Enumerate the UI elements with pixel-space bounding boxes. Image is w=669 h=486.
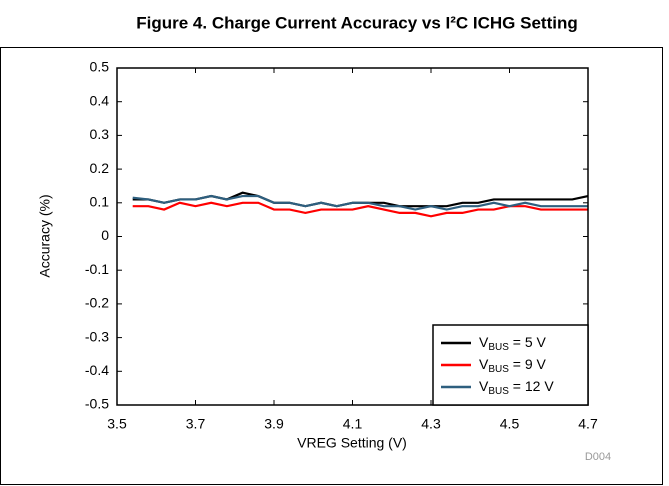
x-tick-label: 3.5: [107, 416, 127, 432]
x-tick-label: 4.3: [421, 416, 441, 432]
y-tick-label: 0.2: [90, 160, 110, 176]
y-tick-label: -0.5: [85, 396, 109, 412]
annotation: D004: [585, 451, 611, 463]
y-tick-label: 0.3: [90, 126, 110, 142]
y-axis-label: Accuracy (%): [37, 194, 53, 277]
plot-frame: [116, 67, 589, 406]
figure-frame: [0, 47, 663, 485]
y-tick-label: -0.1: [85, 261, 109, 277]
x-tick-label: 4.1: [343, 416, 363, 432]
chart-title: Figure 4. Charge Current Accuracy vs I²C…: [136, 13, 577, 32]
y-tick-label: -0.4: [85, 362, 109, 378]
x-tick-label: 4.7: [578, 416, 598, 432]
y-tick-label: -0.3: [85, 328, 109, 344]
legend-label: VBUS = 9 V: [479, 356, 547, 375]
series-line: [132, 194, 588, 211]
y-tick-label: 0: [101, 227, 109, 243]
x-tick-label: 3.7: [186, 416, 206, 432]
x-tick-label: 4.5: [500, 416, 520, 432]
y-tick-label: 0.5: [90, 59, 110, 75]
y-tick-label: 0.4: [90, 92, 110, 108]
y-tick-label: -0.2: [85, 295, 109, 311]
x-tick-label: 3.9: [264, 416, 284, 432]
x-axis-label: VREG Setting (V): [297, 435, 407, 451]
legend-label: VBUS = 5 V: [479, 334, 547, 353]
y-tick-label: 0.1: [90, 194, 110, 210]
legend-label: VBUS = 12 V: [479, 378, 554, 397]
